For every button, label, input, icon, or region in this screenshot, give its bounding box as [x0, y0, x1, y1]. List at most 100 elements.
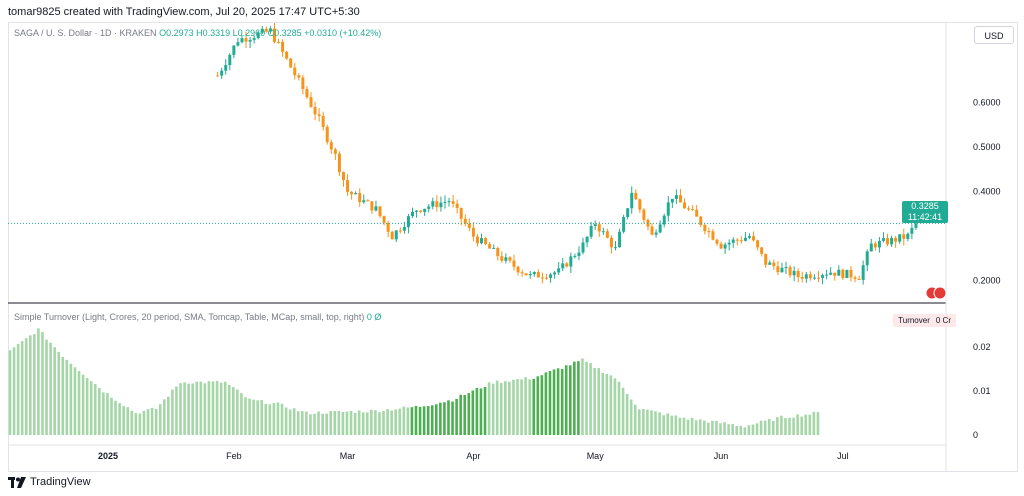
candle-body — [638, 199, 642, 210]
turnover-bar — [422, 406, 426, 435]
turnover-bar — [463, 395, 467, 435]
candle-body — [285, 51, 289, 59]
turnover-bar — [804, 414, 808, 435]
candle-body — [886, 238, 890, 245]
candle-body — [890, 237, 894, 245]
candle-body — [333, 149, 337, 154]
candle-body — [812, 277, 816, 279]
candle-body — [902, 234, 906, 239]
turnover-badge: Turnover 0 Cr — [893, 314, 956, 327]
candle-body — [622, 217, 626, 232]
turnover-bar — [256, 400, 259, 435]
currency-button[interactable]: USD — [974, 26, 1014, 44]
turnover-bar — [280, 403, 284, 435]
turnover-bar — [248, 398, 251, 435]
candle-body — [654, 232, 658, 235]
tradingview-footer[interactable]: TradingView — [8, 476, 91, 488]
candle-body — [662, 215, 666, 225]
candle-body — [837, 269, 841, 276]
candle-body — [719, 243, 723, 249]
turnover-bar — [780, 415, 783, 435]
turnover-bar — [678, 417, 682, 435]
turnover-bar — [475, 387, 479, 435]
candle-body — [792, 270, 796, 276]
candle-body — [626, 208, 630, 218]
candle-body — [861, 265, 865, 280]
turnover-bar — [138, 413, 142, 435]
candle-body — [224, 65, 228, 71]
turnover-bar — [447, 400, 450, 435]
turnover-bar — [142, 410, 146, 435]
turnover-bar — [16, 343, 20, 435]
candle-body — [618, 231, 622, 248]
turnover-bar — [650, 410, 653, 435]
turnover-bar — [122, 406, 125, 435]
candle-body — [800, 277, 804, 279]
candle-body — [228, 54, 232, 66]
turnover-bar — [8, 350, 12, 435]
turnover-bar — [548, 371, 552, 435]
indicator-legend[interactable]: Simple Turnover (Light, Crores, 20 perio… — [14, 312, 381, 322]
candle-body — [277, 41, 281, 43]
candle-body — [614, 247, 617, 249]
candle-body — [459, 207, 463, 219]
turnover-bar — [114, 400, 117, 435]
turnover-bar — [41, 332, 44, 435]
candle-body — [256, 32, 260, 39]
candle-body — [577, 252, 581, 256]
turnover-bar — [788, 417, 791, 435]
turnover-bar — [491, 383, 495, 435]
turnover-bar — [272, 403, 276, 435]
candle-body — [630, 192, 634, 209]
candle-body — [825, 274, 829, 276]
candle-body — [402, 227, 406, 231]
turnover-bar — [609, 375, 613, 435]
turnover-bar — [629, 399, 633, 435]
turnover-bar — [167, 396, 170, 435]
turnover-bar — [731, 424, 734, 435]
ohlc-values: O0.2973 H0.3319 L0.2960 C0.3285 +0.0310 … — [159, 28, 382, 38]
turnover-bar — [483, 386, 487, 435]
indicator-values: 0 Ø — [366, 312, 382, 322]
candle-body — [739, 240, 743, 242]
candle-body — [683, 202, 687, 209]
candle-body — [272, 28, 276, 42]
turnover-bar — [735, 425, 739, 435]
last-price: 0.3285 — [911, 201, 939, 211]
candle-body — [504, 257, 508, 261]
turnover-bar — [666, 413, 670, 435]
candle-body — [910, 227, 914, 234]
candle-body — [289, 58, 293, 68]
turnover-bar — [443, 402, 446, 435]
candle-body — [362, 200, 366, 203]
candle-body — [752, 236, 756, 241]
candle-body — [309, 97, 313, 107]
turnover-bar — [812, 411, 816, 435]
turnover-bar — [471, 390, 475, 435]
turnover-bar — [426, 406, 430, 435]
turnover-bar — [158, 404, 162, 435]
turnover-bar — [85, 378, 89, 435]
turnover-bar — [45, 339, 48, 435]
candle-body — [260, 28, 264, 33]
candle-body — [817, 277, 820, 279]
turnover-bar — [162, 399, 166, 435]
candle-body — [703, 224, 707, 232]
turnover-bar — [796, 414, 799, 435]
candle-body — [443, 201, 447, 203]
turnover-bar — [694, 420, 698, 435]
turnover-bar — [723, 422, 726, 435]
candle-body — [398, 230, 402, 232]
turnover-bar — [792, 417, 795, 435]
candle-body — [634, 192, 638, 200]
candle-body — [715, 239, 719, 244]
turnover-bar — [317, 411, 320, 435]
candle-body — [565, 263, 569, 267]
turnover-bar — [585, 361, 588, 435]
price-tick-label: 0.2000 — [973, 276, 1001, 286]
turnover-bar — [33, 334, 36, 435]
time-tick-label: Jun — [714, 451, 729, 461]
volume-pane — [8, 328, 820, 435]
turnover-bar — [747, 425, 751, 435]
